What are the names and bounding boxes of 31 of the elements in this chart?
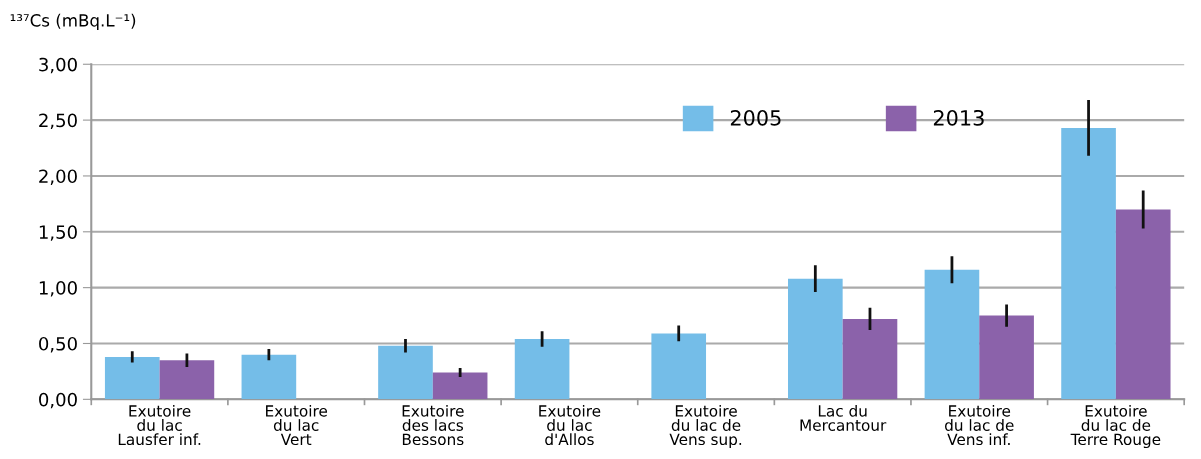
y-axis-title: ¹³⁷Cs (mBq.L⁻¹) (10, 13, 136, 30)
bar (788, 278, 843, 400)
bar (432, 372, 488, 400)
y-tick-label: 2,00 (39, 169, 77, 185)
bar (924, 269, 980, 400)
x-tick-label: Exutoire du lac de Terre Rouge (1070, 404, 1161, 449)
bar (842, 318, 898, 400)
x-tick-label: Exutoire du lac de Vens sup. (669, 404, 742, 449)
y-tick-label: 1,50 (39, 225, 77, 241)
bar (104, 356, 160, 400)
y-tick-label: 3,00 (39, 57, 77, 74)
bar (159, 360, 215, 400)
bar (378, 345, 433, 400)
x-tick-label: Exutoire des lacs Bessons (402, 404, 464, 446)
bar (1115, 209, 1171, 400)
y-tick-label: 2,50 (39, 113, 77, 130)
y-tick-label: 1,00 (39, 281, 77, 297)
x-tick-label: Exutoire du lac Vert (266, 404, 328, 446)
bar (979, 315, 1034, 400)
y-tick-label: 0,50 (39, 336, 77, 353)
x-tick-label: Lac du Mercantour (800, 404, 887, 431)
x-tick-label: Exutoire du lac d'Allos (539, 404, 601, 446)
legend-label: 2013 (933, 109, 984, 126)
bar (651, 333, 707, 400)
x-tick-label: Exutoire du lac Lausfer inf. (118, 404, 201, 446)
bar (514, 339, 570, 400)
legend-label: 2005 (730, 109, 781, 126)
bar (1061, 127, 1116, 400)
bar (241, 354, 297, 400)
x-tick-label: Exutoire du lac de Vens inf. (945, 404, 1014, 446)
y-tick-label: 0,00 (39, 392, 77, 409)
